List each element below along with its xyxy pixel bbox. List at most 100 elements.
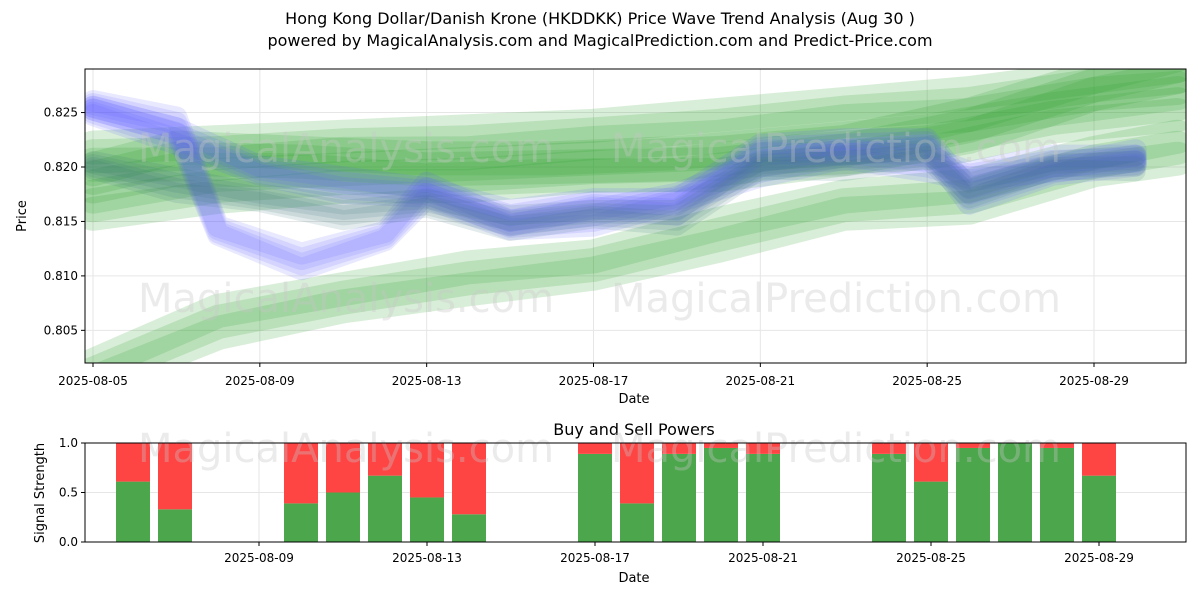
price-wave-band (85, 87, 1186, 195)
signal-y-tick-label: 0.5 (59, 486, 78, 500)
signal-x-tick-label: 2025-08-09 (224, 551, 294, 565)
buy-bar (284, 503, 318, 542)
signal-x-axis: 2025-08-09 2025-08-13 2025-08-17 2025-08-21… (224, 542, 1134, 565)
price-wave-band (85, 69, 1186, 174)
buy-bar (452, 514, 486, 542)
buy-bar (368, 475, 402, 542)
sell-bar (368, 443, 402, 476)
price-wave-band (85, 90, 1147, 265)
price-grid (85, 69, 1186, 363)
signal-y-axis: 0.0 0.5 1.0 (59, 436, 85, 549)
price-wave-band (85, 146, 1146, 237)
sell-bar (956, 443, 990, 448)
buy-bar (662, 453, 696, 542)
watermark: MagicalAnalysis.com (138, 276, 554, 322)
sell-bar (914, 443, 948, 482)
buy-bar (998, 443, 1032, 542)
price-wave-band (85, 130, 1186, 363)
signal-x-tick-label: 2025-08-29 (1064, 551, 1134, 565)
price-wave-band (85, 69, 1186, 165)
price-x-tick-label: 2025-08-29 (1059, 374, 1129, 388)
buy-bar (578, 453, 612, 542)
buy-bar (746, 453, 780, 542)
sell-bar (872, 443, 906, 454)
sell-bar (410, 443, 444, 498)
sell-bar (746, 443, 780, 454)
buy-bar (914, 481, 948, 542)
price-wave-band (85, 98, 1147, 281)
signal-y-axis-label: Signal Strength (33, 443, 48, 543)
sell-bar (704, 443, 738, 448)
buy-bar (158, 509, 192, 542)
watermark: MagicalPrediction.com (611, 426, 1061, 472)
price-wave-band (85, 93, 1147, 270)
signal-y-tick-label: 1.0 (59, 436, 78, 450)
watermark: MagicalAnalysis.com (138, 126, 554, 172)
price-y-axis: 0.805 0.810 0.815 0.820 0.825 (44, 106, 85, 337)
watermark: MagicalPrediction.com (611, 126, 1061, 172)
buy-bar (116, 481, 150, 542)
sell-bar (1040, 443, 1074, 448)
chart-title: Hong Kong Dollar/Danish Krone (HKDDKK) P… (285, 9, 915, 28)
price-y-tick-label: 0.805 (44, 323, 78, 337)
price-bands (85, 69, 1186, 363)
signal-x-tick-label: 2025-08-13 (392, 551, 462, 565)
sell-bar (1082, 443, 1116, 476)
sell-bar (326, 443, 360, 493)
buy-bar (704, 447, 738, 542)
price-x-axis: 2025-08-05 2025-08-09 2025-08-13 2025-08-17… (58, 363, 1129, 388)
price-x-tick-label: 2025-08-13 (392, 374, 462, 388)
price-y-tick-label: 0.820 (44, 160, 78, 174)
sell-bar (158, 443, 192, 510)
price-wave-band (85, 96, 1147, 276)
signal-chart-title: Buy and Sell Powers (553, 420, 715, 439)
price-wave-band (85, 95, 1147, 221)
watermark: MagicalAnalysis.com (138, 426, 554, 472)
signal-bars (116, 443, 1116, 542)
price-wave-band (85, 69, 1186, 223)
price-wave-band (85, 104, 1147, 237)
price-y-axis-label: Price (15, 200, 30, 232)
buy-bar (1040, 447, 1074, 542)
price-wave-band (85, 143, 1146, 231)
price-wave-band (85, 148, 1146, 241)
price-wave-band (85, 70, 1186, 182)
price-y-tick-label: 0.810 (44, 269, 78, 283)
price-wave-band (85, 76, 1186, 187)
buy-bar (410, 497, 444, 542)
price-plot-frame (84, 68, 1187, 364)
sell-bar (662, 443, 696, 454)
signal-x-tick-label: 2025-08-25 (896, 551, 966, 565)
price-wave-band (85, 69, 1186, 214)
signal-y-tick-label: 0.0 (59, 535, 78, 549)
sell-bar (452, 443, 486, 515)
price-y-tick-label: 0.815 (44, 214, 78, 228)
buy-bar (872, 453, 906, 542)
price-wave-band (85, 98, 1147, 227)
price-x-tick-label: 2025-08-17 (559, 374, 629, 388)
price-wave-band (85, 101, 1147, 232)
sell-bar (620, 443, 654, 504)
sell-bar (578, 443, 612, 454)
sell-bar (284, 443, 318, 504)
buy-bar (326, 492, 360, 542)
sell-bar (116, 443, 150, 482)
price-x-axis-label: Date (618, 392, 649, 407)
buy-bar (956, 447, 990, 542)
buy-bar (1082, 475, 1116, 542)
signal-x-axis-label: Date (618, 571, 649, 586)
price-wave-band (96, 141, 1186, 363)
price-x-tick-label: 2025-08-21 (725, 374, 795, 388)
signal-x-tick-label: 2025-08-17 (560, 551, 630, 565)
price-band-layer (85, 69, 1186, 363)
watermark: MagicalPrediction.com (611, 276, 1061, 322)
buy-bar (620, 503, 654, 542)
chart-subtitle: powered by MagicalAnalysis.com and Magic… (267, 31, 933, 50)
signal-x-tick-label: 2025-08-21 (728, 551, 798, 565)
price-x-tick-label: 2025-08-09 (225, 374, 295, 388)
price-x-tick-label: 2025-08-05 (58, 374, 128, 388)
price-wave-band (85, 98, 1186, 204)
price-x-tick-label: 2025-08-25 (892, 374, 962, 388)
price-wave-band (85, 69, 1186, 231)
